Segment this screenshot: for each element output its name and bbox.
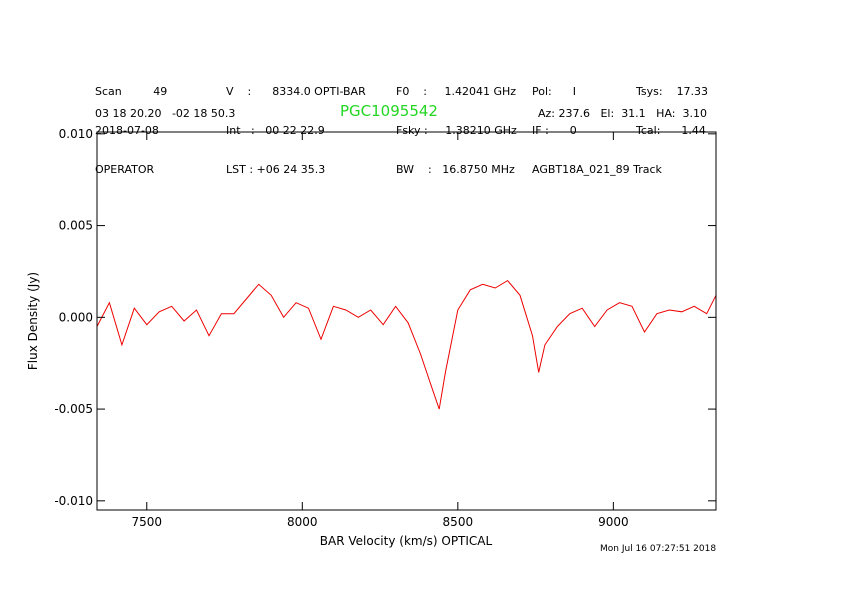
lst-value: LST : +06 24 35.3 [226, 163, 326, 176]
x-axis-label: BAR Velocity (km/s) OPTICAL [320, 534, 493, 548]
frequency-info: F0 : 1.42041 GHz Fsky : 1.38210 GHz BW :… [396, 59, 517, 189]
system-temp-info: Tsys: 17.33 Tcal: 1.44 [636, 59, 708, 150]
y-axis-label: Flux Density (Jy) [26, 272, 40, 370]
sky-frequency: Fsky : 1.38210 GHz [396, 124, 517, 137]
tsys-value: Tsys: 17.33 [636, 85, 709, 98]
plot-frame [96, 131, 717, 511]
polarization: Pol: I [532, 85, 576, 98]
x-tick-label: 8500 [443, 515, 474, 529]
observer: OPERATOR [95, 163, 155, 176]
x-tick-label: 9000 [598, 515, 629, 529]
project-id: AGBT18A_021_89 Track [532, 163, 662, 176]
series-line-0 [96, 279, 717, 410]
if-number: IF : 0 [532, 124, 577, 137]
plot-timestamp: Mon Jul 16 07:27:51 2018 [600, 544, 717, 554]
observation-date: 2018-07-08 [95, 124, 159, 137]
receiver-info: Pol: I IF : 0 AGBT18A_021_89 Track [532, 59, 662, 189]
y-tick-label: 0.000 [59, 310, 93, 324]
object-name: PGC1095542 [340, 102, 438, 120]
scan-info: Scan 49 2018-07-08 OPERATOR [95, 59, 167, 189]
tcal-value: Tcal: 1.44 [636, 124, 706, 137]
y-tick-label: 0.005 [59, 219, 93, 233]
velocity-info: V : 8334.0 OPTI-BAR Int : 00 22 22.9 LST… [226, 59, 366, 189]
rest-frequency: F0 : 1.42041 GHz [396, 85, 517, 98]
velocity-value: V : 8334.0 OPTI-BAR [226, 85, 366, 98]
pointing-info: Az: 237.6 El: 31.1 HA: 3.10 [538, 107, 707, 120]
y-tick-label: 0.010 [59, 127, 93, 141]
y-tick-label: -0.010 [54, 494, 93, 508]
integration-time: Int : 00 22 22.9 [226, 124, 325, 137]
x-tick-label: 7500 [131, 515, 162, 529]
source-coordinates: 03 18 20.20 -02 18 50.3 [95, 107, 236, 120]
axis-ticks: 7500 8000 8500 9000 -0.010 -0.005 0.000 0.005 0.… [54, 127, 716, 529]
y-tick-label: -0.005 [54, 402, 93, 416]
plot-area [96, 279, 717, 410]
bandwidth: BW : 16.8750 MHz [396, 163, 515, 176]
x-tick-label: 8000 [287, 515, 318, 529]
scan-number: Scan 49 [95, 85, 168, 98]
